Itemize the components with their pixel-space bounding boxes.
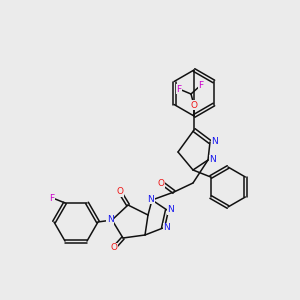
Text: N: N — [168, 206, 174, 214]
Text: O: O — [158, 178, 164, 188]
Text: N: N — [148, 194, 154, 203]
Text: F: F — [176, 85, 181, 94]
Text: O: O — [116, 188, 124, 196]
Text: O: O — [110, 244, 118, 253]
Text: N: N — [106, 215, 113, 224]
Text: F: F — [50, 194, 55, 203]
Text: O: O — [190, 100, 197, 109]
Text: F: F — [198, 80, 204, 89]
Text: N: N — [164, 224, 170, 232]
Text: N: N — [210, 155, 216, 164]
Text: N: N — [212, 137, 218, 146]
